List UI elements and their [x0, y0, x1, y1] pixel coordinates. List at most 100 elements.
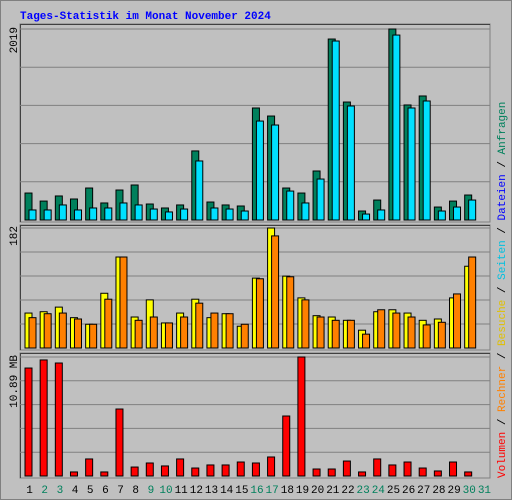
bar: [89, 323, 98, 349]
bar: [255, 278, 264, 349]
bar: [301, 299, 310, 349]
legend-entry: Besuche: [497, 300, 509, 346]
bar: [392, 34, 401, 221]
bar: [210, 312, 219, 349]
x-tick-label: 31: [478, 485, 492, 497]
bar: [236, 461, 245, 477]
bar: [195, 160, 204, 221]
bar: [377, 309, 386, 349]
legend-separator: /: [497, 154, 509, 174]
bar: [422, 100, 431, 221]
bar: [43, 209, 52, 221]
bar: [282, 415, 291, 477]
bar: [362, 333, 371, 349]
bar: [373, 458, 382, 477]
bar: [271, 235, 280, 349]
bar: [407, 107, 416, 221]
legend-entry: Dateien: [497, 174, 509, 220]
x-tick-label: 11: [175, 485, 189, 497]
bar: [145, 462, 154, 477]
bar: [39, 359, 48, 477]
bar: [267, 456, 276, 477]
bar: [331, 319, 340, 349]
bar: [43, 313, 52, 349]
x-tick-label: 6: [102, 485, 109, 497]
legend-entry: Anfragen: [497, 102, 509, 155]
bar: [195, 302, 204, 349]
bar: [104, 298, 113, 349]
bar: [297, 356, 306, 477]
y-tick-label: 10.89 MB: [9, 355, 21, 408]
x-tick-label: 19: [296, 485, 309, 497]
bar: [100, 471, 109, 477]
bar: [180, 316, 189, 349]
bar: [327, 468, 336, 477]
chart-title: Tages-Statistik im Monat November 2024: [20, 11, 271, 23]
bar: [358, 471, 367, 477]
bar: [69, 471, 78, 477]
bar: [28, 317, 37, 349]
x-tick-label: 10: [159, 485, 172, 497]
bar: [24, 367, 33, 477]
bar: [251, 462, 260, 477]
x-tick-label: 2: [41, 485, 48, 497]
legend-separator: /: [497, 220, 509, 240]
x-tick-label: 21: [326, 485, 340, 497]
bar: [316, 178, 325, 221]
bar: [149, 208, 158, 221]
bar: [160, 465, 169, 477]
x-tick-label: 7: [117, 485, 124, 497]
x-tick-label: 3: [57, 485, 64, 497]
x-tick-label: 5: [87, 485, 94, 497]
bar: [388, 464, 397, 477]
bar: [119, 202, 128, 221]
bar: [271, 124, 280, 221]
x-tick-label: 14: [220, 485, 234, 497]
bar: [119, 256, 128, 349]
x-tick-label: 16: [250, 485, 263, 497]
x-tick-label: 26: [402, 485, 415, 497]
x-tick-label: 4: [72, 485, 79, 497]
x-tick-label: 24: [372, 485, 386, 497]
bar: [453, 293, 462, 349]
y-tick-label: 2019: [9, 27, 21, 53]
bar: [54, 362, 63, 477]
x-tick-label: 15: [235, 485, 248, 497]
x-tick-label: 12: [190, 485, 203, 497]
bar: [115, 408, 124, 477]
bar: [301, 202, 310, 221]
bar: [449, 461, 458, 477]
bar: [240, 323, 249, 349]
plot-area: [19, 352, 491, 479]
bar: [437, 210, 446, 221]
x-tick-label: 30: [463, 485, 476, 497]
bar: [418, 467, 427, 477]
x-tick-label: 20: [311, 485, 324, 497]
legend-separator: /: [497, 280, 509, 300]
bar: [433, 470, 442, 477]
x-tick-label: 29: [447, 485, 460, 497]
bar: [255, 120, 264, 221]
x-tick-label: 13: [205, 485, 218, 497]
bar: [468, 256, 477, 349]
y-tick-label: 182: [9, 226, 21, 246]
bar: [164, 322, 173, 349]
x-tick-label: 17: [266, 485, 279, 497]
legend: Volumen / Rechner / Besuche / Seiten / D…: [497, 102, 509, 478]
x-tick-label: 23: [357, 485, 370, 497]
bar: [210, 207, 219, 221]
bar: [377, 209, 386, 221]
legend-entry: Rechner: [497, 366, 509, 412]
bar: [362, 213, 371, 221]
legend-entry: Seiten: [497, 240, 509, 280]
bar: [403, 461, 412, 477]
bar: [407, 316, 416, 349]
bar: [134, 204, 143, 221]
bar: [286, 190, 295, 221]
bar: [316, 316, 325, 349]
bar: [453, 206, 462, 221]
bar: [240, 210, 249, 221]
legend-separator: /: [497, 346, 509, 366]
x-tick-label: 28: [432, 485, 445, 497]
